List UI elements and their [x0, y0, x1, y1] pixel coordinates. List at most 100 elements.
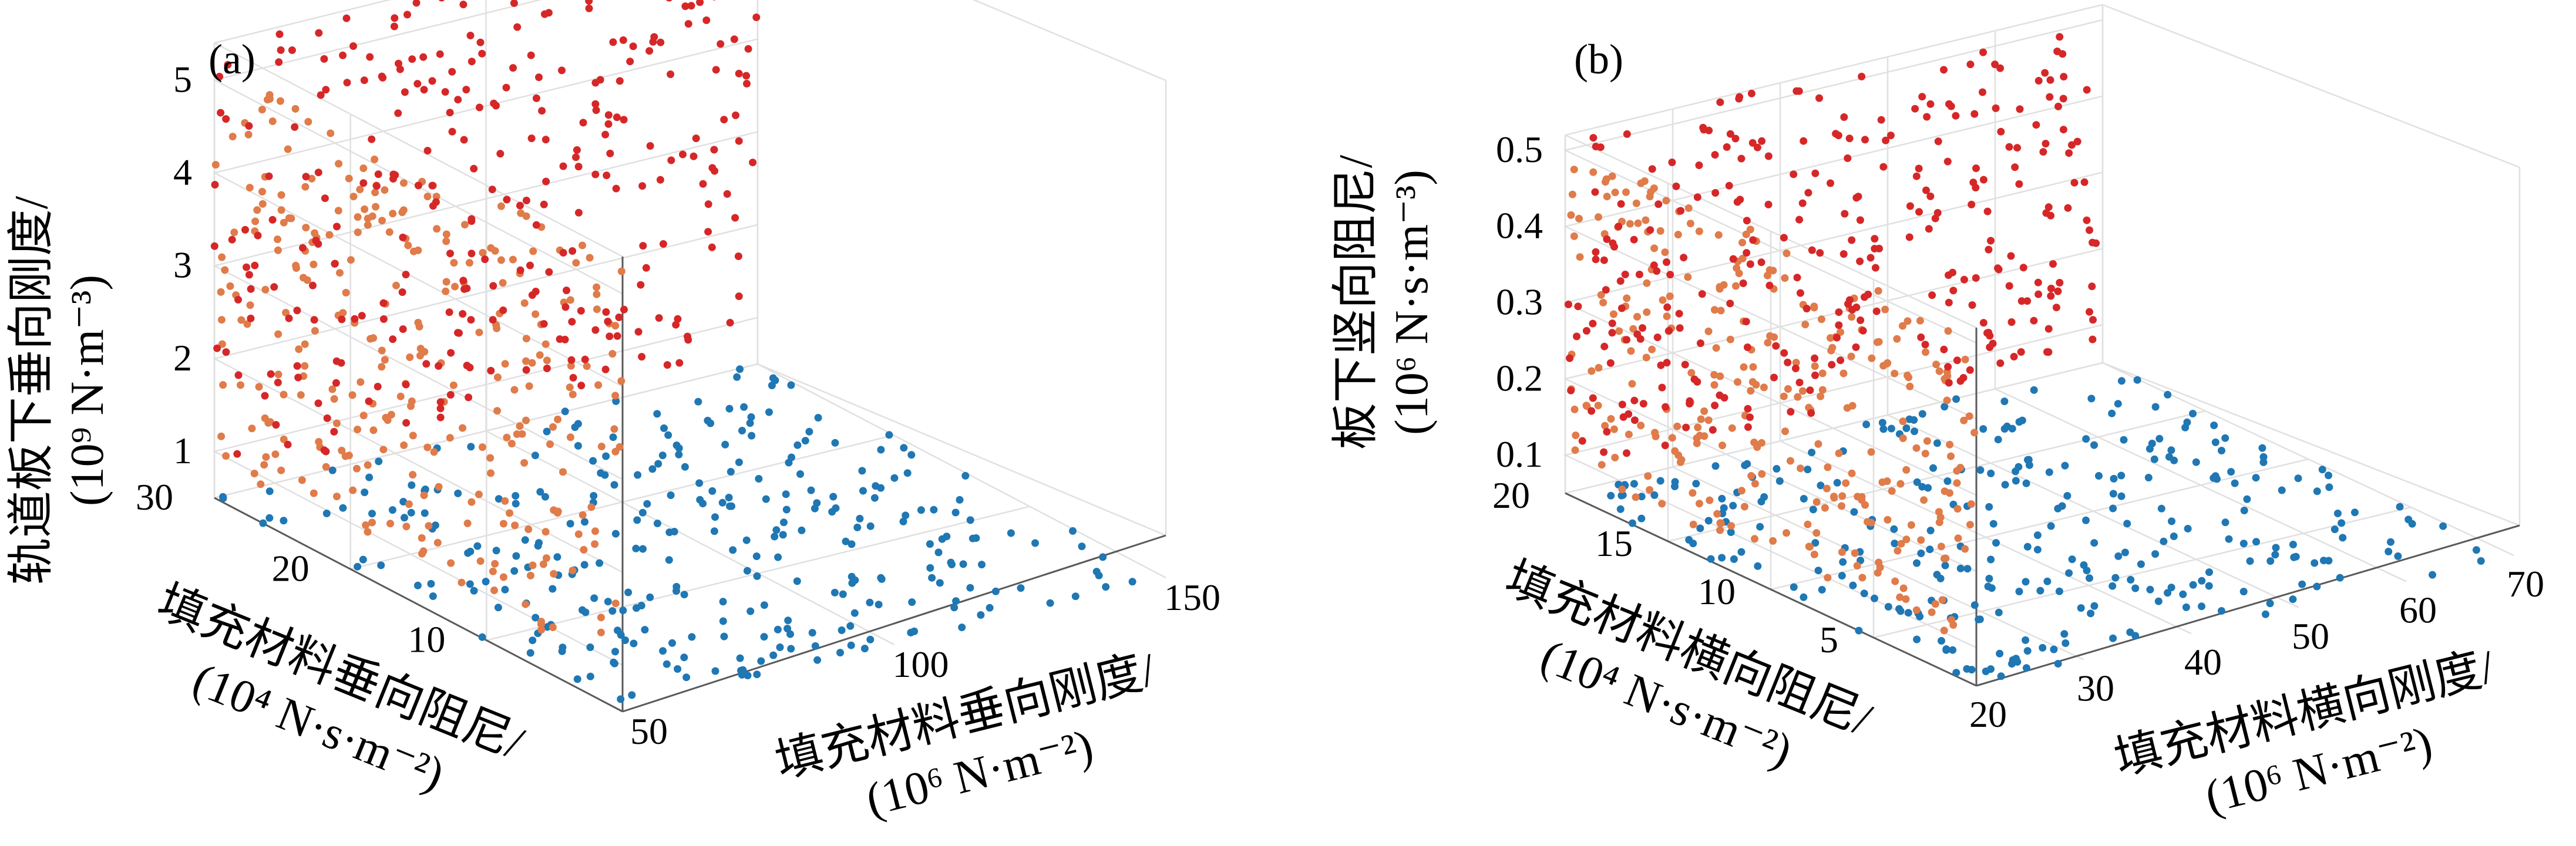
panel-b-point-yz-193 — [1884, 515, 1892, 524]
panel-a-point-yz-116 — [371, 156, 379, 163]
panel-b-point-xy-83 — [2394, 552, 2402, 560]
panel-b-point-xz-133 — [2054, 102, 2062, 110]
panel-b-point-xy-167 — [2117, 492, 2126, 500]
panel-a-point-xy-222 — [659, 647, 667, 655]
panel-a-z-tick-1: 2 — [173, 337, 192, 379]
panel-b-top-right-edge — [2102, 4, 2520, 168]
panel-b-point-xy-270 — [1811, 539, 1820, 547]
panel-a-right-floor-edge — [757, 363, 1166, 537]
panel-b-point-xy-139 — [2325, 471, 2332, 480]
panel-a-point-xz-223 — [684, 20, 692, 28]
panel-a-point-yz-250 — [442, 230, 450, 238]
panel-b-point-yz-278 — [1920, 496, 1928, 504]
panel-a-point-xy-48 — [581, 518, 588, 526]
panel-b-point-xy-150 — [1637, 493, 1646, 501]
panel-b-x-tick-0: 20 — [1969, 693, 2007, 735]
panel-a-point-xz-89 — [585, 4, 593, 12]
panel-b-point-xz-175 — [1871, 264, 1879, 272]
panel-b-point-xz-202 — [1969, 178, 1978, 187]
panel-b-point-xy-222 — [2050, 645, 2058, 653]
panel-b-point-xz-287 — [2043, 348, 2051, 356]
panel-b-point-xz-248 — [2034, 278, 2042, 287]
panel-b-point-xy-259 — [2013, 658, 2022, 666]
panel-a-point-xy-246 — [368, 510, 376, 518]
panel-a-point-xz-35 — [288, 46, 296, 54]
panel-b-point-xy-260 — [1839, 558, 1847, 566]
panel-b-point-xy-221 — [2210, 474, 2218, 482]
panel-b-point-xy-152 — [1976, 466, 1985, 474]
panel-b-point-yz-174 — [1944, 327, 1952, 335]
panel-a-point-xz-271 — [338, 315, 346, 323]
panel-a-point-yz-277 — [597, 628, 605, 636]
panel-a-point-yz-122 — [597, 443, 606, 450]
panel-a-point-xy-137 — [902, 511, 910, 520]
panel-a-point-yz-281 — [569, 390, 577, 399]
panel-b-point-xy-256 — [2181, 423, 2190, 432]
panel-b-point-xy-180 — [2298, 580, 2306, 588]
panel-b-point-xy-1 — [2055, 587, 2063, 595]
panel-b-point-xz-9 — [1648, 165, 1656, 173]
panel-b-point-yz-252 — [1576, 253, 1584, 261]
panel-a-point-yz-294 — [526, 571, 534, 579]
panel-a-point-yz-57 — [430, 448, 438, 456]
panel-b-point-xy-174 — [1804, 466, 1812, 474]
panel-b-point-yz-297 — [1810, 304, 1818, 312]
panel-b-point-xy-161 — [1996, 649, 2004, 658]
panel-b-point-xy-143 — [1918, 483, 1926, 491]
panel-b-point-xy-172 — [1896, 607, 1905, 615]
panel-b-top-left-edge — [1565, 134, 1977, 329]
panel-b-point-yz-14 — [1970, 429, 1979, 437]
panel-a-point-xy-270 — [586, 672, 594, 680]
panel-a-point-yz-189 — [468, 498, 476, 506]
panel-a-point-xz-165 — [463, 362, 471, 370]
panel-a-point-xy-199 — [774, 625, 782, 633]
panel-a-point-xz-154 — [265, 172, 273, 180]
panel-a-point-xy-248 — [782, 490, 790, 498]
panel-b-point-xz-65 — [1800, 137, 1808, 145]
panel-b-point-xz-12 — [1828, 360, 1836, 369]
panel-a-point-xy-226 — [589, 457, 597, 465]
panel-a-point-yz-292 — [385, 228, 394, 236]
panel-a-point-xy-184 — [1031, 539, 1039, 547]
panel-a-point-xz-246 — [322, 447, 330, 456]
panel-b-point-yz-289 — [1695, 500, 1703, 508]
panel-b-point-yz-52 — [1941, 487, 1949, 496]
panel-a-point-xy-82 — [877, 575, 886, 583]
panel-a-point-xy-138 — [521, 536, 529, 544]
panel-b-point-xz-221 — [1931, 214, 1939, 223]
panel-a-point-xz-58 — [604, 318, 612, 326]
panel-b-point-xy-210 — [1890, 525, 1898, 533]
panel-b-point-xz-237 — [2005, 282, 2013, 290]
panel-b-point-xy-195 — [1756, 523, 1764, 531]
panel-b-point-xz-123 — [1923, 113, 1931, 121]
panel-b-point-xy-231 — [1970, 601, 1979, 609]
panel-a-point-xy-68 — [744, 672, 752, 680]
panel-b-point-xz-199 — [1996, 64, 2005, 72]
panel-a-point-xy-20 — [762, 495, 770, 503]
panel-a-point-xz-135 — [637, 281, 645, 289]
panel-a-point-xz-216 — [634, 328, 643, 336]
panel-a-point-yz-115 — [522, 416, 530, 424]
panel-b-point-xz-125 — [2023, 297, 2032, 305]
panel-a-point-xy-152 — [322, 510, 331, 517]
panel-a-point-xy-123 — [725, 494, 733, 501]
panel-a-point-yz-157 — [450, 259, 458, 267]
panel-a-point-xz-142 — [496, 150, 505, 158]
panel-b-point-xz-29 — [1997, 127, 2005, 136]
panel-b-point-xz-282 — [1635, 271, 1643, 278]
panel-a-point-xz-191 — [559, 162, 567, 170]
panel-a-point-xy-130 — [681, 463, 689, 471]
panel-b-point-yz-269 — [1912, 606, 1921, 614]
panel-a-point-yz-299 — [379, 446, 388, 454]
panel-b-point-xy-261 — [2290, 553, 2298, 561]
panel-b-point-xz-250 — [2052, 304, 2060, 312]
panel-b-point-xy-155 — [1628, 519, 1636, 527]
panel-b-point-xy-286 — [1879, 425, 1888, 433]
panel-b-point-xy-20 — [2164, 589, 2172, 597]
panel-b-point-xz-268 — [2047, 292, 2055, 300]
panel-a-point-xz-52 — [414, 181, 422, 190]
panel-a-point-xy-93 — [796, 470, 804, 478]
panel-b-point-yz-244 — [1716, 285, 1724, 293]
panel-b-point-xy-28 — [2167, 446, 2175, 454]
panel-a-point-yz-112 — [251, 217, 260, 225]
